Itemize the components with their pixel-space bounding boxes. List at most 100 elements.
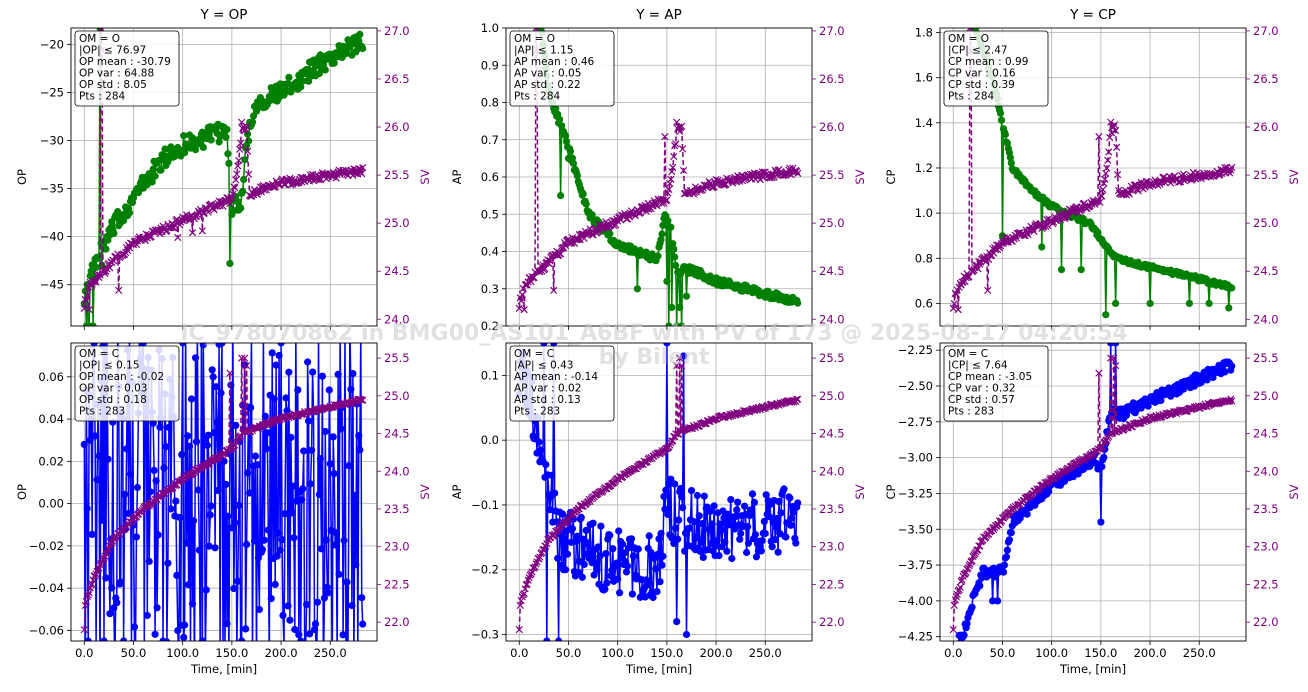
primary-data-point [183, 539, 191, 547]
stats-line: OM = O [79, 33, 120, 45]
stats-line: AP std : 0.13 [514, 394, 581, 406]
stats-line: AP mean : 0.46 [514, 56, 595, 68]
primary-data-point [954, 1, 961, 8]
primary-data-point [82, 676, 89, 683]
primary-data-point [603, 579, 611, 587]
sv-data-point [1134, 187, 1142, 195]
primary-data-point [572, 537, 581, 546]
primary-data-point [86, 436, 94, 444]
primary-data-point [337, 425, 345, 433]
sv-data-point [1110, 123, 1118, 131]
y2-tick-label: 22.0 [1253, 615, 1279, 629]
primary-data-point [1100, 453, 1108, 461]
primary-data-point [186, 442, 194, 450]
y2-tick-label: 26.0 [819, 120, 845, 134]
primary-data-point [278, 536, 286, 544]
stats-line: AP var : 0.05 [514, 68, 581, 80]
primary-data-point [723, 547, 731, 555]
y2-tick-label: 23.0 [384, 540, 410, 554]
primary-data-point [313, 598, 322, 606]
primary-data-point [555, 637, 563, 641]
primary-data-point [593, 566, 601, 574]
primary-data-point [250, 537, 259, 545]
primary-data-point [794, 499, 802, 507]
y2-axis-label: SV [418, 484, 432, 499]
primary-data-point [672, 261, 680, 269]
primary-data-point [760, 517, 768, 526]
primary-data-point [335, 570, 343, 578]
primary-data-point [114, 321, 121, 328]
primary-data-point [199, 343, 207, 349]
primary-data-point [989, 597, 997, 605]
stats-line: OM = C [79, 348, 119, 360]
primary-data-point [254, 554, 262, 562]
stats-line: OP var : 64.88 [79, 68, 154, 80]
sv-data-point [1098, 443, 1106, 451]
primary-data-point [244, 469, 252, 477]
subplot-p00: −45 −40 −35 −30 −25 −20 24.0 24.5 25.0 25.5 26.0 26… [15, 7, 432, 330]
primary-data-point [331, 541, 339, 549]
primary-data-point [173, 571, 181, 580]
primary-data-point [542, 461, 550, 469]
primary-data-point [658, 561, 666, 569]
y-tick-label: −3.00 [898, 451, 933, 465]
primary-data-point [214, 486, 222, 495]
sv-data-point [1030, 227, 1038, 236]
sv-data-point [1077, 206, 1085, 214]
primary-data-point [349, 370, 357, 378]
primary-data-point [167, 505, 175, 513]
sv-data-point [673, 118, 681, 126]
primary-data-point [676, 303, 684, 311]
y-tick-label: −0.06 [29, 623, 64, 637]
stats-box [74, 30, 180, 107]
sv-data-point [82, 297, 90, 305]
sv-data-point [1104, 156, 1112, 164]
sv-data-point [1226, 397, 1234, 405]
primary-data-point [525, 0, 532, 4]
primary-data-point [313, 670, 320, 677]
primary-data-point [151, 172, 159, 180]
primary-data-point [693, 491, 702, 500]
sv-data-point [243, 362, 251, 370]
primary-data-point [273, 552, 281, 560]
primary-data-point [1228, 362, 1236, 370]
primary-data-point [300, 447, 308, 455]
primary-data-point [117, 578, 125, 586]
primary-data-point [205, 542, 213, 550]
primary-data-point [207, 136, 215, 144]
primary-data-point [153, 604, 161, 612]
sv-data-point [1096, 198, 1104, 206]
y2-tick-label: 24.0 [819, 312, 845, 326]
primary-data-point [245, 137, 253, 145]
primary-data-point [95, 253, 103, 261]
primary-data-point [189, 517, 198, 525]
primary-data-point [957, 3, 964, 10]
sv-data-point [671, 142, 679, 150]
primary-data-point [619, 540, 627, 548]
primary-data-point [964, 9, 971, 16]
primary-data-point [673, 618, 681, 626]
primary-data-point [192, 438, 201, 446]
sv-data-point [359, 163, 367, 172]
primary-data-point [329, 672, 336, 679]
primary-data-point [194, 486, 202, 494]
primary-data-point [210, 429, 218, 437]
sv-data-point [147, 233, 155, 241]
y-tick-label: 0.02 [38, 454, 64, 468]
primary-data-point [553, 518, 561, 526]
primary-data-point [281, 510, 289, 518]
primary-data-point [350, 657, 357, 664]
y2-tick-label: 25.5 [819, 351, 845, 365]
axes-frame [939, 342, 1247, 642]
primary-data-point [164, 559, 172, 567]
stats-line: |OP| ≤ 76.97 [79, 45, 146, 57]
primary-data-point [234, 577, 242, 585]
primary-data-point [687, 487, 696, 495]
primary-data-point [775, 497, 783, 505]
primary-data-point [275, 351, 283, 360]
primary-data-point [750, 498, 759, 506]
primary-data-point [185, 581, 193, 589]
primary-data-point [163, 638, 171, 641]
sv-data-point [984, 286, 992, 295]
primary-data-point [232, 421, 240, 429]
